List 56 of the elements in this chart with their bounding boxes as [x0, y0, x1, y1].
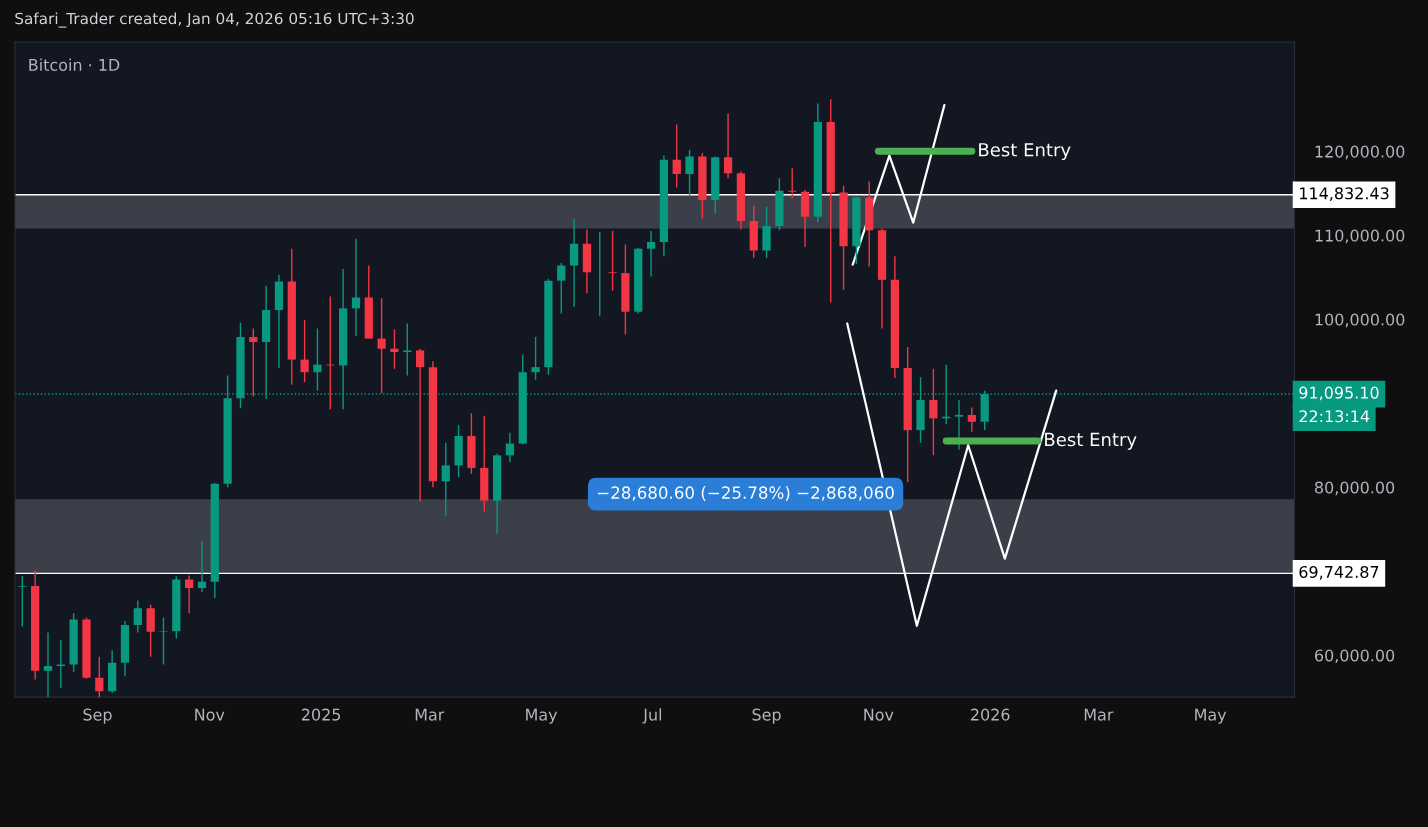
- candlestick: [249, 327, 258, 398]
- candlestick: [967, 406, 976, 433]
- x-tick-label: Sep: [752, 708, 781, 724]
- candlestick: [557, 262, 566, 315]
- series-label: Best Entry: [979, 143, 1071, 161]
- candlestick: [56, 639, 65, 689]
- candlestick: [723, 112, 733, 179]
- x-tick-label: May: [1195, 708, 1227, 724]
- candlestick: [672, 123, 681, 189]
- candlestick: [685, 148, 694, 197]
- candlestick: [646, 230, 656, 278]
- candlestick: [95, 656, 104, 698]
- y-tick-label: 80,000.00: [1315, 481, 1395, 496]
- candlestick: [415, 347, 425, 503]
- candlestick: [569, 218, 579, 308]
- candlestick: [390, 328, 399, 370]
- text: Bitcoin · 1D: [29, 58, 120, 71]
- candlestick: [133, 599, 142, 634]
- candlestick: [300, 319, 309, 383]
- y-tick-label: 100,000.00: [1315, 313, 1405, 328]
- series-label: Best Entry: [1045, 432, 1137, 450]
- candlestick: [351, 237, 361, 337]
- candlestick: [197, 540, 207, 593]
- text: Safari_Trader created, Jan 04, 2026 05:16 UTC+3:30: [15, 12, 414, 28]
- x-tick-label: Nov: [195, 708, 225, 721]
- x-tick-label: Jul: [642, 708, 662, 724]
- x-tick-label: Mar: [1084, 708, 1114, 721]
- candlestick: [954, 399, 964, 451]
- y-tick-label: 120,000.00: [1315, 145, 1405, 160]
- candlestick: [505, 431, 515, 463]
- x-tick-label: May: [526, 708, 558, 724]
- x-tick-label: 2026: [971, 708, 1010, 721]
- x-tick-label: Nov: [864, 708, 894, 721]
- candlestick: [788, 167, 797, 200]
- candlestick: [441, 442, 450, 517]
- annotation: −28,680.60 (−25.78%) −2,868,060: [598, 486, 894, 501]
- candlestick: [43, 631, 53, 698]
- candlestick: [377, 297, 386, 394]
- ref-line-label: 114,832.43: [1300, 187, 1389, 201]
- candlestick: [18, 575, 27, 628]
- candlestick: [313, 327, 322, 392]
- text: 22:13:14: [1299, 410, 1370, 423]
- x-tick-label: 2025: [301, 708, 341, 721]
- ref-line-label: 91,095.10: [1299, 386, 1379, 401]
- candlestick: [146, 604, 155, 658]
- x-tick-label: Mar: [415, 708, 445, 721]
- y-tick-label: 110,000.00: [1315, 229, 1405, 244]
- candlestick: [531, 336, 540, 381]
- x-tick-label: Sep: [83, 708, 112, 724]
- candlestick: [608, 230, 617, 292]
- candlestick: [403, 322, 412, 377]
- candlestick: [159, 616, 168, 666]
- candlestick: [185, 574, 194, 614]
- y-tick-label: 60,000.00: [1315, 649, 1395, 664]
- candlestick: [929, 368, 938, 457]
- ref-line-label: 69,742.87: [1299, 565, 1379, 580]
